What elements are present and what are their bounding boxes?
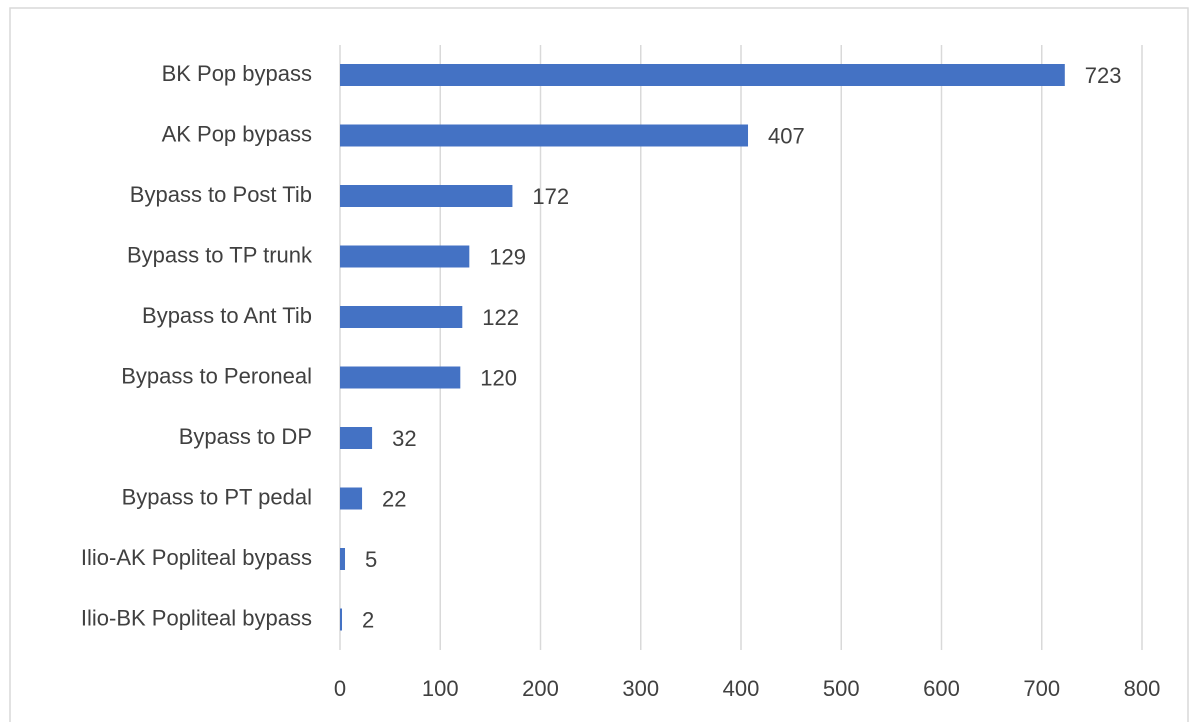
y-tick-label: Bypass to Peroneal <box>121 363 312 388</box>
data-label: 22 <box>382 486 406 511</box>
y-tick-label: Bypass to TP trunk <box>127 242 313 267</box>
x-tick-label: 0 <box>334 676 346 701</box>
x-tick-label: 600 <box>923 676 960 701</box>
data-label: 172 <box>532 184 569 209</box>
x-tick-label: 200 <box>522 676 559 701</box>
x-tick-label: 700 <box>1023 676 1060 701</box>
x-tick-label: 400 <box>723 676 760 701</box>
data-label: 2 <box>362 607 374 632</box>
y-tick-label: Bypass to Post Tib <box>130 182 312 207</box>
data-label: 120 <box>480 365 517 390</box>
x-tick-label: 100 <box>422 676 459 701</box>
bar <box>340 306 463 328</box>
x-tick-label: 500 <box>823 676 860 701</box>
y-tick-label: AK Pop bypass <box>162 121 312 146</box>
bar <box>340 64 1065 86</box>
y-tick-label: Bypass to DP <box>179 424 312 449</box>
data-label: 32 <box>392 426 416 451</box>
data-label: 129 <box>489 244 526 269</box>
y-tick-label: Bypass to Ant Tib <box>142 303 312 328</box>
bar <box>340 548 346 570</box>
x-tick-label: 800 <box>1124 676 1161 701</box>
data-label: 723 <box>1085 63 1122 88</box>
bar <box>340 185 513 207</box>
x-tick-label: 300 <box>622 676 659 701</box>
chart-frame <box>9 7 1189 722</box>
data-label: 407 <box>768 123 805 148</box>
y-tick-label: BK Pop bypass <box>162 61 312 86</box>
bar <box>340 487 363 510</box>
y-tick-label: Ilio-AK Popliteal bypass <box>81 545 312 570</box>
data-label: 122 <box>482 305 519 330</box>
bar <box>340 366 461 389</box>
bar <box>340 124 749 147</box>
y-tick-label: Ilio-BK Popliteal bypass <box>81 605 312 630</box>
bar <box>340 427 373 449</box>
bar <box>340 245 470 268</box>
y-tick-label: Bypass to PT pedal <box>122 484 312 509</box>
data-label: 5 <box>365 547 377 572</box>
bar <box>340 608 343 631</box>
